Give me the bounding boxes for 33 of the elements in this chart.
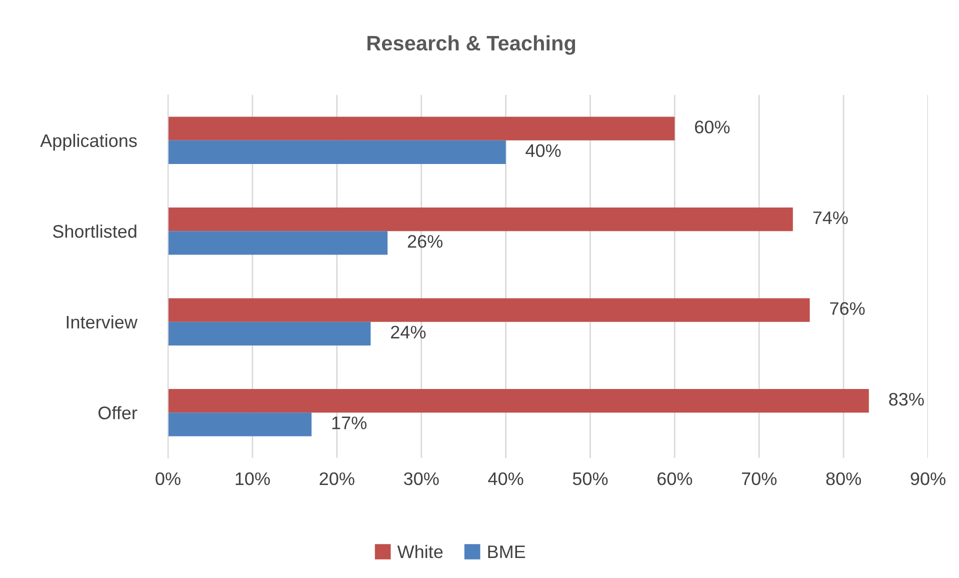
x-tick-label: 60% [658, 472, 692, 486]
x-tick-label: 90% [910, 472, 946, 486]
x-tick-label: 20% [320, 472, 354, 486]
bar [168, 412, 312, 436]
bar [168, 322, 371, 346]
bar [168, 116, 675, 140]
x-tick-label: 80% [826, 472, 861, 486]
data-label: 26% [408, 234, 442, 248]
data-label: 76% [830, 302, 865, 315]
chart-title: Research & Teaching [368, 35, 576, 55]
x-tick-label: 30% [404, 472, 439, 486]
y-tick-label: Offer [98, 406, 138, 420]
y-tick-label: Shortlisted [52, 224, 136, 238]
data-label: 24% [391, 326, 426, 338]
y-tick-label: Interview [66, 315, 138, 329]
x-tick-label: 40% [488, 472, 524, 486]
x-tick-label: 10% [236, 472, 270, 486]
x-tick-label: 70% [742, 472, 777, 486]
legend-label: White [397, 544, 443, 558]
bar [168, 298, 810, 322]
legend-label: BME [488, 546, 526, 558]
data-label: 40% [526, 144, 561, 158]
data-label: 60% [695, 120, 730, 134]
data-label: 74% [813, 211, 848, 224]
y-tick-label: Applications [40, 134, 137, 151]
data-label: 17% [332, 416, 366, 430]
bar [168, 231, 388, 255]
bar [168, 389, 869, 413]
data-label: 83% [889, 392, 924, 406]
x-tick-label: 0% [156, 472, 180, 486]
bar [168, 208, 793, 232]
bar [168, 140, 506, 164]
x-tick-label: 50% [572, 472, 608, 486]
